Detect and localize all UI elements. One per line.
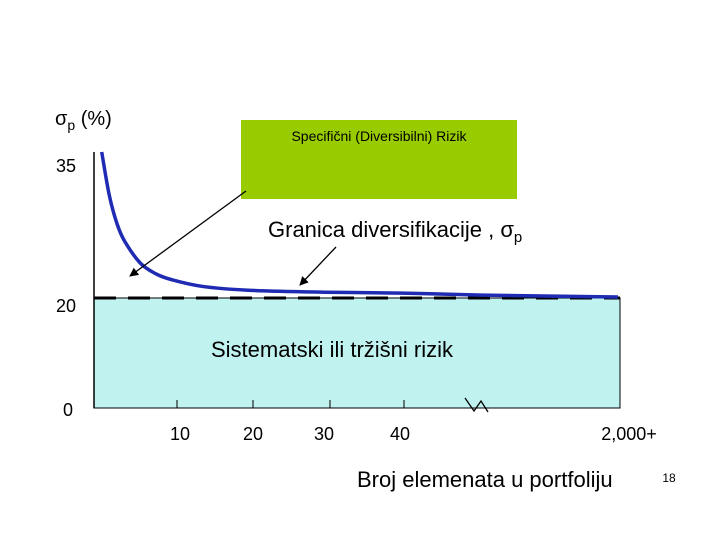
x-axis-label: Broj elemenata u portfoliju: [357, 467, 613, 492]
arrow-specific-risk: [129, 190, 247, 277]
y-axis-label: σp (%): [55, 108, 112, 133]
series-line: [99, 151, 619, 299]
arrow-diversification-limit: [299, 246, 337, 286]
slide-number: 18: [662, 471, 676, 485]
specific-risk-box: [241, 120, 517, 199]
y-tick-label: 0: [63, 400, 73, 420]
y-tick-label: 20: [56, 296, 76, 316]
diversification-annotation: Granica diversifikacije , σp: [268, 217, 522, 246]
axis-break-symbol: [464, 397, 489, 413]
systematic-risk-region: [93, 297, 621, 409]
x-tick-label: 10: [170, 424, 190, 444]
x-tick-label: 40: [390, 424, 410, 444]
specific-risk-label: Specifični (Diversibilni) Rizik: [291, 128, 467, 144]
x-tick-label: 20: [243, 424, 263, 444]
x-tick-label: 2,000+: [601, 424, 657, 444]
systematic-risk-label: Sistematski ili tržišni rizik: [211, 337, 454, 362]
y-tick-label: 35: [56, 156, 76, 176]
x-tick-label: 30: [314, 424, 334, 444]
